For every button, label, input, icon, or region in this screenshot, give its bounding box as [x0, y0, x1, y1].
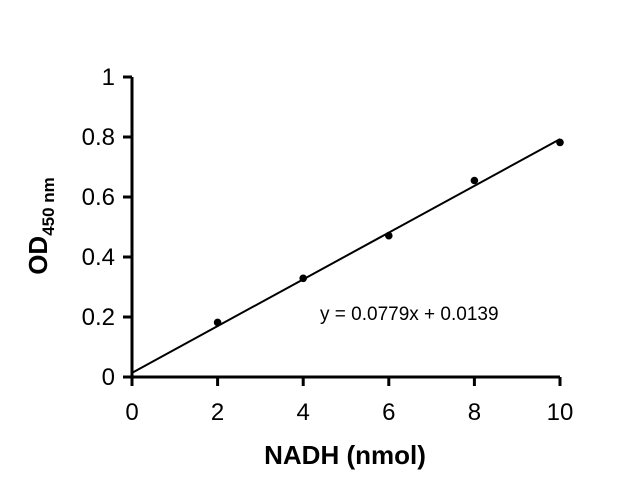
y-tick-label-5: 1: [102, 64, 115, 91]
data-point-4: [556, 138, 564, 147]
data-point-0: [213, 318, 222, 327]
y-tick-label-0: 0: [102, 364, 115, 391]
x-axis-title: NADH (nmol): [264, 440, 426, 470]
x-tick-label-1: 2: [211, 399, 224, 426]
y-tick-label-1: 0.2: [82, 304, 115, 331]
x-tick-label-4: 8: [468, 399, 481, 426]
data-point-2: [385, 231, 393, 240]
x-tick-label-2: 4: [297, 399, 310, 426]
y-tick-label-4: 0.8: [82, 124, 115, 151]
y-tick-label-2: 0.4: [82, 244, 115, 271]
x-tick-label-3: 6: [382, 399, 395, 426]
plot-area: [131, 138, 564, 374]
x-tick-label-5: 10: [547, 399, 574, 426]
y-axis-title-subscript: 450 nm: [39, 177, 58, 236]
trendline-equation: y = 0.0779x + 0.0139: [320, 304, 499, 325]
y-tick-label-3: 0.6: [82, 184, 115, 211]
data-point-3: [470, 176, 479, 185]
axes: 00.20.40.60.810 2 4 6 8 10: [82, 64, 574, 426]
y-axis-title-main: OD: [23, 236, 53, 275]
data-point-1: [299, 274, 308, 283]
trendline: [131, 138, 561, 374]
x-tick-label-0: 0: [125, 399, 138, 426]
y-axis-title: OD450 nm: [23, 177, 58, 275]
